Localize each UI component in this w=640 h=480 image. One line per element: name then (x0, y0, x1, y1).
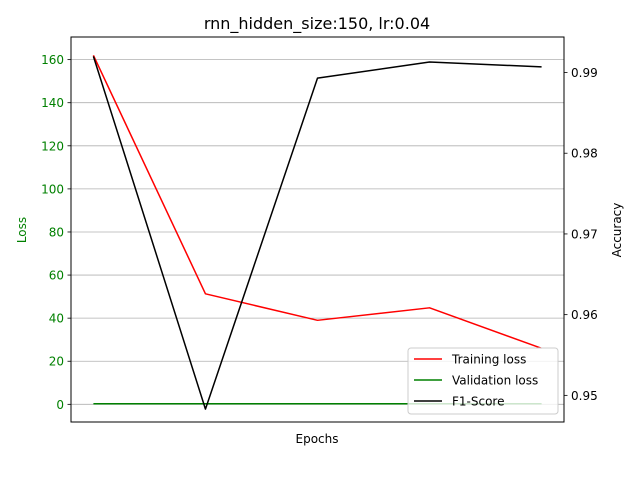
legend-label-training-loss: Training loss (451, 353, 526, 367)
left-tick-label: 20 (49, 355, 64, 369)
legend-box (407, 347, 559, 415)
legend-label-validation-loss: Validation loss (452, 374, 538, 388)
right-tick-label: 0.98 (571, 147, 598, 161)
series-line-training-loss (92, 54, 542, 350)
series-line-f1-score (92, 56, 542, 410)
right-tick-label: 0.99 (571, 66, 598, 80)
left-axis-ticks: 0 20 40 60 80 100 120 140 160 (41, 53, 71, 412)
left-tick-label: 100 (41, 182, 64, 196)
left-tick-label: 0 (56, 398, 64, 412)
right-tick-label: 0.95 (571, 389, 598, 403)
left-tick-label: 120 (41, 139, 64, 153)
chart-title: rnn_hidden_size:150, lr:0.04 (204, 14, 430, 34)
left-tick-label: 140 (41, 96, 64, 110)
left-tick-label: 40 (49, 312, 64, 326)
legend-label-f1-score: F1-Score (452, 395, 504, 409)
left-tick-label: 60 (49, 269, 64, 283)
right-tick-label: 0.97 (571, 227, 598, 241)
x-axis-label: Epochs (296, 432, 339, 446)
axes-frame (70, 36, 565, 423)
left-tick-label: 160 (41, 53, 64, 67)
right-tick-label: 0.96 (571, 308, 598, 322)
left-tick-label: 80 (49, 225, 64, 239)
legend: Training loss Validation loss F1-Score (407, 347, 559, 415)
right-axis-ticks: 0.95 0.96 0.97 0.98 0.99 (564, 66, 598, 403)
y-axis-label-left: Loss (15, 217, 29, 243)
y-axis-label-right: Accuracy (610, 203, 624, 258)
